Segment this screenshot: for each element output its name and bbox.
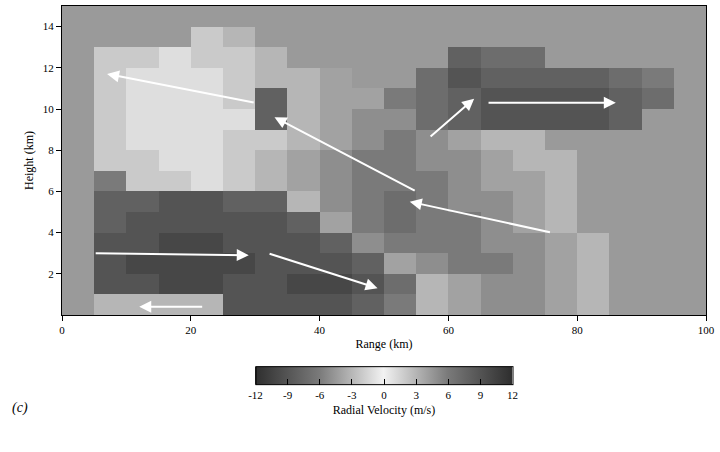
svg-text:-6: -6: [315, 389, 325, 401]
svg-text:80: 80: [572, 324, 584, 336]
svg-text:3: 3: [413, 389, 419, 401]
svg-text:(c): (c): [12, 400, 28, 416]
svg-text:0: 0: [59, 324, 65, 336]
svg-text:40: 40: [314, 324, 326, 336]
svg-text:-12: -12: [248, 389, 263, 401]
svg-text:-9: -9: [283, 389, 293, 401]
svg-text:20: 20: [185, 324, 197, 336]
svg-text:-3: -3: [347, 389, 357, 401]
svg-text:4: 4: [48, 226, 54, 238]
svg-text:6: 6: [48, 185, 54, 197]
svg-text:2: 2: [48, 268, 54, 280]
svg-text:60: 60: [443, 324, 455, 336]
svg-text:100: 100: [698, 324, 715, 336]
svg-text:14: 14: [43, 20, 55, 32]
svg-text:12: 12: [43, 62, 54, 74]
svg-text:9: 9: [478, 389, 484, 401]
svg-text:10: 10: [43, 103, 55, 115]
svg-text:Range (km): Range (km): [356, 337, 413, 351]
svg-text:0: 0: [381, 389, 387, 401]
svg-text:12: 12: [507, 389, 518, 401]
svg-text:8: 8: [48, 144, 54, 156]
svg-text:Height (km): Height (km): [22, 131, 36, 190]
svg-text:Radial Velocity (m/s): Radial Velocity (m/s): [333, 403, 435, 417]
svg-text:6: 6: [446, 389, 452, 401]
